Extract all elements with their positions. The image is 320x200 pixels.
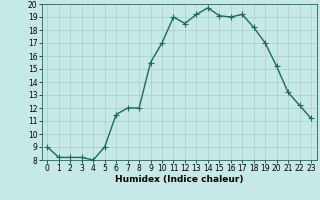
X-axis label: Humidex (Indice chaleur): Humidex (Indice chaleur) — [115, 175, 244, 184]
